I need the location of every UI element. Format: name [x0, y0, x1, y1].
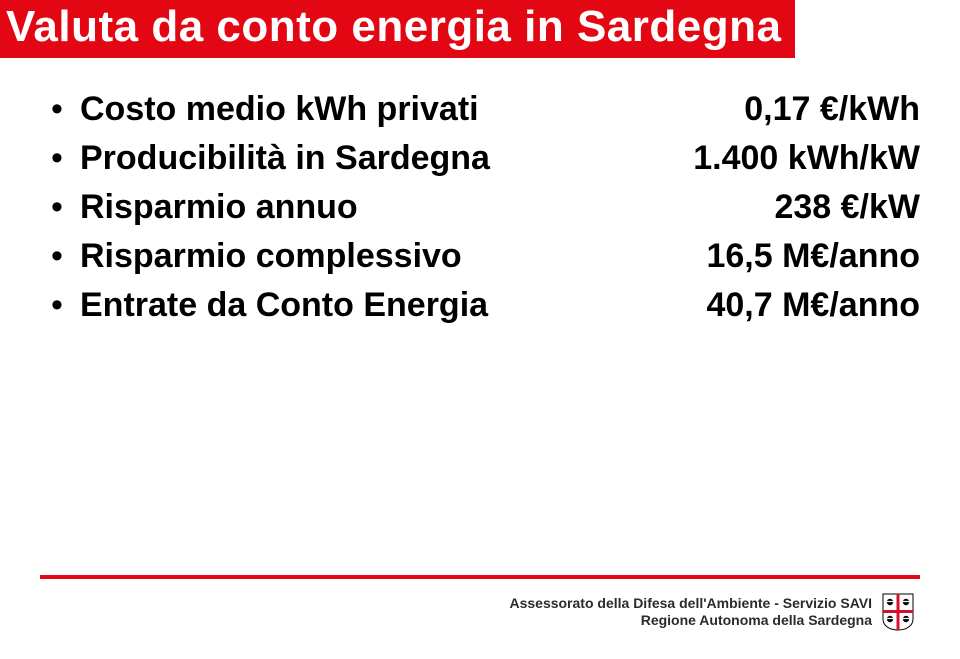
row-label: Costo medio kWh privati [80, 90, 660, 129]
row-label: Risparmio annuo [80, 188, 660, 227]
content-list: • Costo medio kWh privati0,17 €/kWh • Produ… [50, 90, 920, 335]
list-row: • Risparmio annuo238 €/kW [50, 188, 920, 227]
footer-line-2: Regione Autonoma della Sardegna [509, 612, 872, 630]
title-text: Valuta da conto energia in Sardegna [6, 2, 781, 51]
list-row: • Producibilità in Sardegna1.400 kWh/kW [50, 139, 920, 178]
bullet-icon: • [50, 286, 64, 325]
footer-divider [40, 575, 920, 579]
row-value: 238 €/kW [660, 188, 920, 227]
row-value: 0,17 €/kWh [660, 90, 920, 129]
footer: Assessorato della Difesa dell'Ambiente -… [509, 593, 914, 631]
row-label: Entrate da Conto Energia [80, 286, 660, 325]
sardegna-crest-icon [882, 593, 914, 631]
list-row: • Costo medio kWh privati0,17 €/kWh [50, 90, 920, 129]
row-value: 16,5 M€/anno [660, 237, 920, 276]
bullet-icon: • [50, 90, 64, 129]
bullet-icon: • [50, 237, 64, 276]
bullet-icon: • [50, 139, 64, 178]
row-label: Risparmio complessivo [80, 237, 660, 276]
footer-text: Assessorato della Difesa dell'Ambiente -… [509, 595, 872, 630]
footer-line-1: Assessorato della Difesa dell'Ambiente -… [509, 595, 872, 613]
list-row: • Entrate da Conto Energia40,7 M€/anno [50, 286, 920, 325]
list-row: • Risparmio complessivo16,5 M€/anno [50, 237, 920, 276]
title-bar: Valuta da conto energia in Sardegna [0, 0, 795, 58]
row-value: 40,7 M€/anno [660, 286, 920, 325]
row-value: 1.400 kWh/kW [660, 139, 920, 178]
row-label: Producibilità in Sardegna [80, 139, 660, 178]
bullet-icon: • [50, 188, 64, 227]
slide: Valuta da conto energia in Sardegna • Cos… [0, 0, 960, 659]
